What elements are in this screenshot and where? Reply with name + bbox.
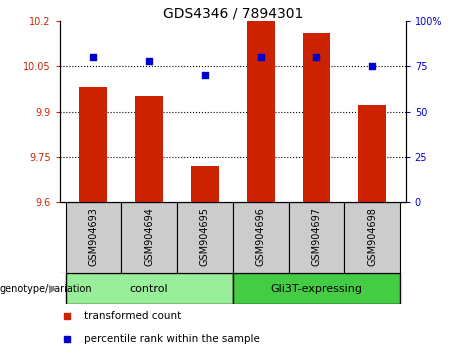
Title: GDS4346 / 7894301: GDS4346 / 7894301 — [163, 6, 303, 20]
Point — [90, 55, 97, 60]
Text: genotype/variation: genotype/variation — [0, 284, 93, 293]
Bar — [65, 202, 121, 273]
Point — [257, 55, 264, 60]
Point — [146, 58, 153, 64]
Text: percentile rank within the sample: percentile rank within the sample — [84, 334, 260, 344]
Bar — [177, 202, 233, 273]
Text: GSM904693: GSM904693 — [89, 207, 98, 266]
Text: GSM904695: GSM904695 — [200, 207, 210, 267]
Bar — [121, 202, 177, 273]
Text: Gli3T-expressing: Gli3T-expressing — [271, 284, 362, 293]
Bar — [233, 273, 400, 304]
Bar — [358, 105, 386, 202]
Bar — [247, 21, 275, 202]
Bar — [233, 202, 289, 273]
Text: GSM904694: GSM904694 — [144, 207, 154, 266]
Text: transformed count: transformed count — [84, 311, 181, 321]
Bar — [135, 97, 163, 202]
Text: GSM904698: GSM904698 — [367, 207, 377, 266]
Text: ▶: ▶ — [49, 284, 58, 293]
Point — [201, 73, 209, 78]
Bar — [344, 202, 400, 273]
Point — [368, 63, 376, 69]
Text: GSM904697: GSM904697 — [312, 207, 321, 267]
Text: control: control — [130, 284, 168, 293]
Bar — [191, 166, 219, 202]
Point — [313, 55, 320, 60]
Bar — [65, 273, 233, 304]
Bar — [302, 33, 331, 202]
Text: GSM904696: GSM904696 — [256, 207, 266, 266]
Bar — [79, 87, 107, 202]
Bar — [289, 202, 344, 273]
